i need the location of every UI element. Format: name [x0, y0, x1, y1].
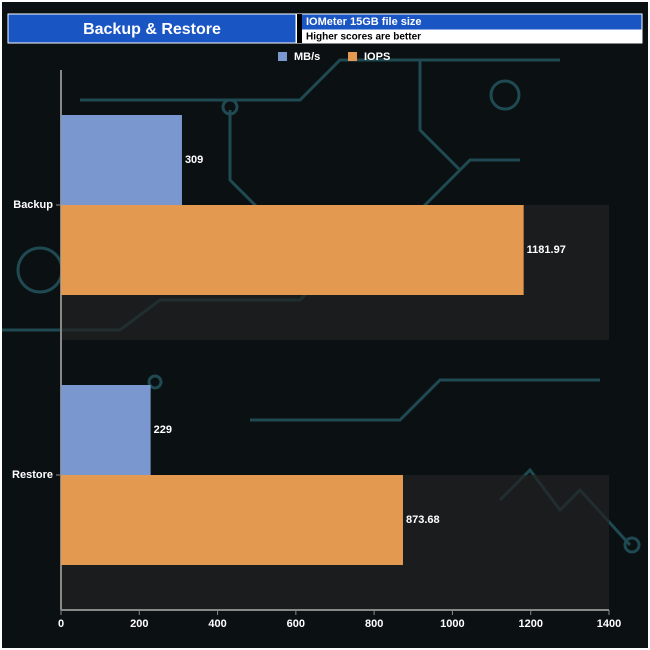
- x-tick-label: 1400: [597, 618, 621, 630]
- bar: [61, 205, 524, 295]
- value-label: 873.68: [406, 514, 440, 526]
- legend-label: MB/s: [294, 51, 320, 63]
- bar: [61, 115, 182, 205]
- x-tick-label: 600: [287, 618, 305, 630]
- title-box: [7, 13, 297, 44]
- value-label: 309: [185, 154, 203, 166]
- y-tick-label: Backup: [13, 199, 53, 211]
- value-label: 229: [154, 424, 172, 436]
- subtitle: IOMeter 15GB file size: [306, 16, 422, 28]
- chart-title: Backup & Restore: [83, 21, 221, 38]
- bar: [61, 385, 151, 475]
- note: Higher scores are better: [306, 32, 421, 43]
- legend-swatch: [278, 52, 287, 61]
- bar: [61, 475, 403, 565]
- x-tick-label: 1200: [518, 618, 542, 630]
- x-tick-label: 1000: [440, 618, 464, 630]
- x-tick-label: 200: [130, 618, 148, 630]
- x-tick-label: 800: [365, 618, 383, 630]
- legend-swatch: [348, 52, 357, 61]
- separator: [297, 14, 302, 43]
- x-tick-label: 400: [208, 618, 226, 630]
- value-label: 1181.97: [527, 244, 566, 256]
- y-tick-label: Restore: [12, 469, 53, 481]
- legend-label: IOPS: [364, 51, 390, 63]
- x-tick-label: 0: [58, 618, 64, 630]
